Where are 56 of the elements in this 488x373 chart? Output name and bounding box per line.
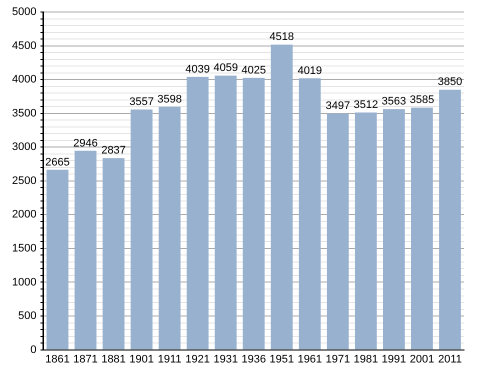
y-tick-label: 5000	[12, 6, 36, 18]
data-label: 3850	[438, 76, 462, 88]
bar	[46, 170, 68, 350]
y-tick-label: 4000	[12, 74, 36, 86]
y-tick-label: 1000	[12, 276, 36, 288]
x-tick-label: 1936	[241, 353, 266, 366]
x-tick-label: 2011	[438, 353, 462, 366]
x-tick-label: 2001	[410, 353, 434, 366]
data-label: 4025	[241, 64, 266, 76]
data-label: 4059	[213, 62, 238, 74]
x-tick-label: 1971	[326, 353, 350, 366]
bar	[242, 78, 265, 350]
bar	[439, 90, 461, 350]
y-tick-label: 500	[18, 310, 36, 322]
x-tick-label: 1871	[73, 353, 98, 366]
y-tick-label: 0	[30, 344, 36, 356]
x-tick-label: 1961	[298, 353, 322, 366]
data-label: 4518	[270, 31, 294, 44]
bar	[382, 109, 405, 350]
x-tick-label: 1921	[185, 353, 210, 366]
x-tick-label: 1991	[382, 353, 406, 366]
y-tick-label: 2000	[12, 208, 36, 221]
data-label: 2665	[45, 156, 70, 168]
bar	[130, 109, 153, 350]
y-tick-label: 1500	[12, 242, 36, 254]
x-tick-label: 1861	[45, 353, 70, 366]
x-tick-label: 1931	[213, 353, 238, 366]
x-tick-label: 1881	[101, 353, 126, 366]
bar	[186, 76, 209, 350]
x-tick-label: 1911	[158, 353, 182, 366]
x-tick-label: 1951	[270, 353, 294, 366]
data-label: 4019	[298, 64, 322, 77]
data-label: 4039	[185, 63, 210, 76]
x-tick-label: 1981	[354, 353, 378, 366]
data-label: 3512	[354, 99, 378, 112]
bar	[158, 106, 181, 350]
y-tick-label: 4500	[12, 40, 36, 52]
bar	[354, 112, 377, 350]
x-tick-label: 1901	[129, 353, 154, 366]
bar	[74, 150, 96, 350]
y-tick-label: 2500	[12, 174, 36, 187]
bar	[102, 158, 124, 350]
data-label: 3598	[157, 93, 182, 106]
bar	[270, 44, 293, 350]
data-label: 3585	[410, 94, 434, 106]
data-label: 3563	[382, 96, 406, 108]
data-label: 3497	[326, 100, 350, 112]
data-label: 2946	[73, 137, 98, 150]
bar	[298, 78, 321, 350]
bar	[411, 108, 433, 350]
bar	[214, 76, 237, 350]
y-tick-label: 3000	[12, 141, 36, 154]
data-label: 3557	[129, 96, 154, 108]
y-tick-label: 3500	[12, 107, 36, 120]
data-label: 2837	[101, 144, 126, 157]
bar	[326, 114, 349, 350]
